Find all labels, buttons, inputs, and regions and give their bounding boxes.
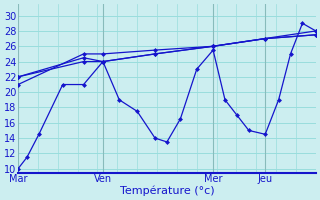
X-axis label: Température (°c): Température (°c)	[120, 185, 214, 196]
